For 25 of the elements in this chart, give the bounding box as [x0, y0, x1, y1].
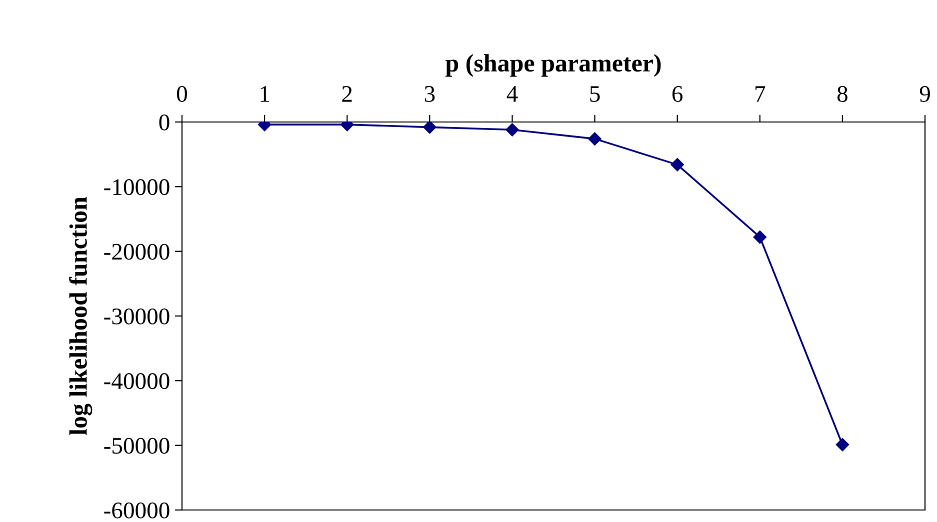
point [423, 122, 436, 134]
x-tick-label: 6 [672, 86, 683, 102]
x-tick-label: 2 [342, 86, 352, 102]
y-tick-label: 0 [159, 114, 170, 130]
x-tick-label: 1 [260, 86, 270, 102]
x-tick-label: 3 [424, 86, 435, 102]
x-tick-label: 4 [506, 86, 518, 102]
point [670, 158, 684, 172]
y-tick-label: -10000 [104, 179, 170, 196]
y-tick-label: -30000 [104, 308, 170, 324]
point [753, 230, 766, 244]
y-tick-label: -60000 [104, 502, 170, 518]
y-tick-label: -40000 [104, 373, 170, 390]
point [588, 132, 602, 146]
x-tick-label: 5 [590, 86, 600, 102]
x-tick-label: 8 [837, 86, 848, 102]
x-tick-label: 0 [176, 86, 188, 102]
y-tick-label: -20000 [104, 244, 170, 260]
x-tick-label: 7 [756, 86, 766, 102]
x-tick-label: 9 [920, 86, 930, 102]
y-tick-label: -50000 [104, 438, 170, 454]
y-axis-title: log likelihood function [69, 196, 92, 435]
point [836, 438, 850, 452]
point [506, 123, 519, 136]
x-axis-title: p (shape parameter) [446, 54, 661, 77]
